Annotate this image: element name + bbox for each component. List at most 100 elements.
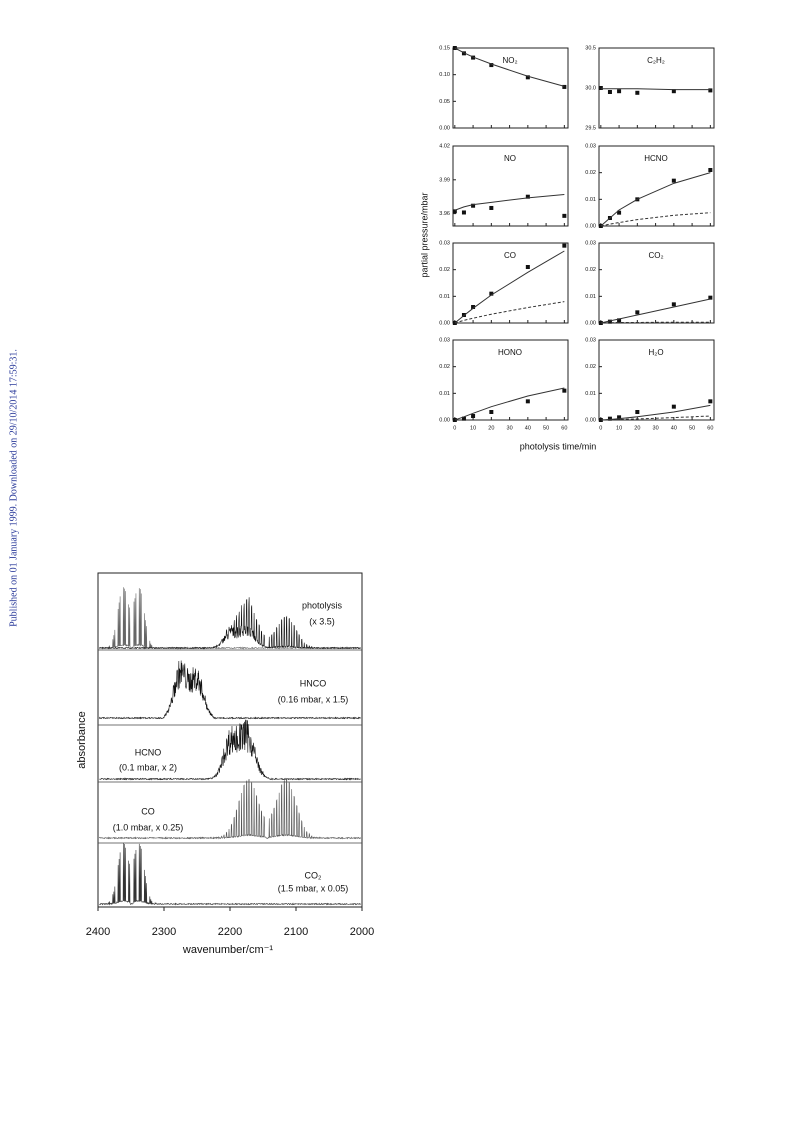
panel-frame	[452, 145, 569, 227]
x-axis-title: photolysis time/min	[520, 441, 597, 451]
data-point	[562, 84, 567, 89]
data-point	[489, 205, 494, 210]
x-tick-label: 2100	[284, 926, 308, 938]
y-tick-label: 0.03	[439, 240, 450, 246]
y-tick-label: 0.15	[439, 45, 450, 51]
spectrum-trace	[99, 842, 361, 906]
data-point	[708, 295, 713, 300]
x-tick-label: 30	[653, 425, 659, 431]
model-line	[454, 47, 565, 87]
data-point	[489, 410, 494, 414]
y-tick-label: 4.02	[439, 143, 450, 149]
y-tick-label: 0.00	[585, 417, 596, 423]
x-tick-label: 2400	[86, 926, 110, 938]
model-line	[600, 88, 711, 91]
x-tick-label: 20	[488, 425, 494, 431]
x-tick-label: 40	[671, 425, 677, 431]
spectrum-trace	[99, 660, 361, 720]
trace-note: (0.16 mbar, x 1.5)	[278, 694, 349, 704]
data-point	[461, 416, 466, 421]
x-tick-label: 30	[507, 425, 513, 431]
model-line-dashed	[454, 301, 565, 324]
x-tick-label: 0	[453, 425, 456, 431]
data-point	[525, 399, 530, 404]
data-point	[635, 310, 640, 315]
trace-label: CO₂	[305, 870, 323, 880]
panel-title: HONO	[498, 348, 522, 357]
y-tick-label: 30.0	[585, 85, 596, 91]
y-axis-title: partial pressure/mbar	[419, 192, 429, 277]
y-tick-label: 0.01	[585, 197, 596, 203]
y-tick-label: 0.03	[585, 143, 596, 149]
panel-frame	[452, 47, 569, 129]
panel-title: NO₂	[502, 56, 517, 65]
panel-frame	[598, 242, 715, 324]
data-point	[562, 388, 567, 393]
y-tick-label: 3.96	[439, 211, 450, 217]
data-point	[562, 213, 567, 218]
x-tick-label: 2200	[218, 926, 242, 938]
y-tick-label: 0.01	[585, 391, 596, 397]
data-point	[525, 194, 530, 199]
panel-frame	[452, 242, 569, 324]
y-tick-label: 0.03	[439, 337, 450, 343]
data-point	[708, 168, 713, 172]
x-tick-label: 2000	[350, 926, 374, 938]
model-line	[454, 193, 565, 211]
y-tick-label: 29.5	[585, 125, 596, 131]
panel-title: H₂O	[648, 348, 663, 357]
x-axis-title: wavenumber/cm⁻¹	[182, 944, 274, 956]
trace-note: (0.1 mbar, x 2)	[119, 762, 177, 772]
trace-note: (x 3.5)	[309, 616, 335, 626]
y-tick-label: 0.02	[439, 267, 450, 273]
trace-note: (1.0 mbar, x 0.25)	[113, 822, 184, 832]
x-tick-label: 0	[599, 425, 602, 431]
model-line	[600, 172, 711, 227]
model-line	[454, 387, 565, 421]
spectrum-trace	[99, 597, 361, 650]
trace-label: HCNO	[135, 747, 162, 757]
panel-title: HCNO	[644, 154, 668, 163]
data-point	[708, 88, 713, 93]
data-point	[635, 410, 640, 414]
x-tick-label: 20	[634, 425, 640, 431]
side-note: Published on 01 January 1999. Downloaded…	[8, 349, 19, 627]
data-point	[461, 210, 466, 215]
data-point	[471, 414, 476, 418]
y-tick-label: 0.03	[585, 240, 596, 246]
panel-title: CO₂	[648, 251, 663, 260]
x-tick-label: 60	[707, 425, 713, 431]
model-line	[454, 250, 565, 324]
x-tick-label: 10	[470, 425, 476, 431]
y-tick-label: 3.99	[439, 177, 450, 183]
y-tick-label: 0.00	[439, 320, 450, 326]
y-tick-label: 0.01	[439, 294, 450, 300]
panel-frame	[598, 339, 715, 421]
y-axis-title: absorbance	[76, 711, 88, 769]
data-point	[671, 404, 676, 409]
y-tick-label: 0.00	[439, 125, 450, 131]
data-point	[471, 203, 476, 208]
data-point	[489, 291, 494, 296]
data-point	[607, 90, 612, 94]
y-tick-label: 0.03	[585, 337, 596, 343]
y-tick-label: 0.01	[439, 391, 450, 397]
model-line-dashed	[600, 212, 711, 227]
data-point	[671, 178, 676, 183]
model-line-dashed	[600, 415, 711, 421]
y-tick-label: 0.10	[439, 72, 450, 78]
y-tick-label: 0.00	[439, 417, 450, 423]
data-point	[617, 89, 622, 94]
trace-note: (1.5 mbar, x 0.05)	[278, 883, 349, 893]
trace-label: photolysis	[302, 600, 343, 610]
data-point	[617, 210, 622, 215]
x-tick-label: 40	[525, 425, 531, 431]
panel-title: CO	[504, 251, 516, 260]
data-point	[708, 399, 713, 404]
panel-title: NO	[504, 154, 516, 163]
x-tick-label: 50	[689, 425, 695, 431]
y-tick-label: 0.02	[585, 364, 596, 370]
y-tick-label: 0.02	[585, 267, 596, 273]
